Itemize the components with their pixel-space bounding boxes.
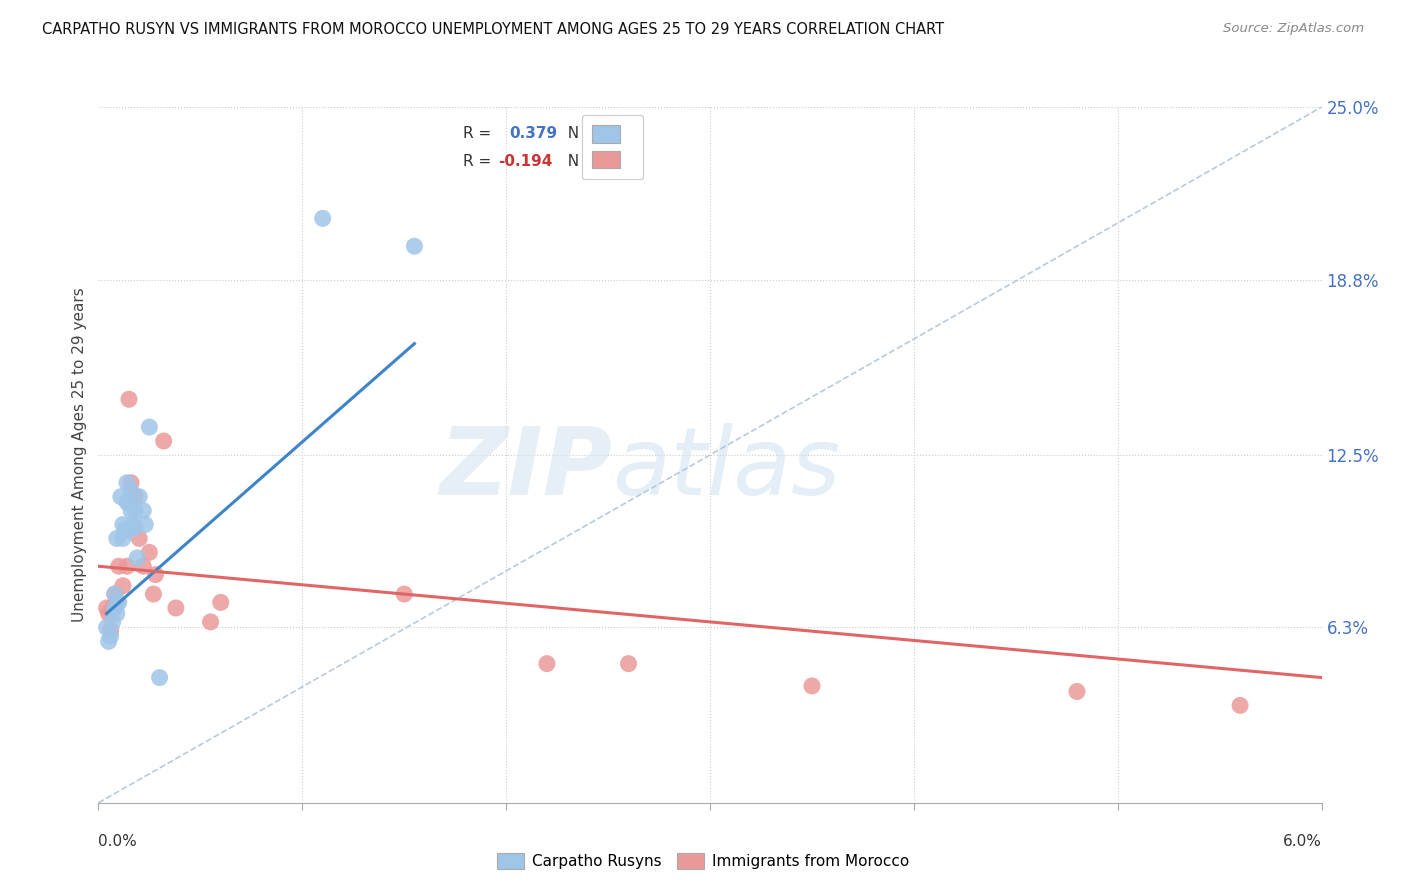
Text: N =: N =: [558, 154, 602, 169]
Text: R =: R =: [463, 154, 496, 169]
Point: [111, 532, 134, 546]
Point: [120, 484, 142, 499]
Point: [110, 490, 132, 504]
Point: [108, 559, 131, 574]
Text: 0.379: 0.379: [509, 127, 558, 141]
Point: [111, 579, 134, 593]
Point: [152, 434, 174, 448]
Text: ZIP: ZIP: [439, 423, 612, 515]
Point: [114, 523, 136, 537]
Point: [97, 634, 120, 648]
Point: [1066, 684, 1088, 698]
Text: 30: 30: [600, 127, 621, 141]
Point: [100, 629, 122, 643]
Legend: Carpatho Rusyns, Immigrants from Morocco: Carpatho Rusyns, Immigrants from Morocco: [491, 847, 915, 875]
Point: [311, 211, 335, 226]
Point: [142, 587, 165, 601]
Point: [104, 587, 127, 601]
Point: [120, 503, 142, 517]
Text: N =: N =: [558, 127, 602, 141]
Text: atlas: atlas: [612, 424, 841, 515]
Point: [392, 587, 416, 601]
Point: [801, 679, 824, 693]
Point: [138, 545, 160, 559]
Point: [105, 595, 128, 609]
Point: [132, 559, 155, 574]
Point: [104, 601, 127, 615]
Point: [115, 559, 138, 574]
Point: [115, 475, 138, 490]
Text: CARPATHO RUSYN VS IMMIGRANTS FROM MOROCCO UNEMPLOYMENT AMONG AGES 25 TO 29 YEARS: CARPATHO RUSYN VS IMMIGRANTS FROM MOROCC…: [42, 22, 945, 37]
Point: [124, 490, 146, 504]
Point: [124, 520, 146, 534]
Point: [96, 601, 118, 615]
Point: [200, 615, 222, 629]
Point: [127, 550, 149, 565]
Point: [115, 495, 138, 509]
Point: [145, 567, 167, 582]
Point: [132, 503, 155, 517]
Legend: , : ,: [582, 115, 643, 179]
Text: -0.194: -0.194: [498, 154, 553, 169]
Point: [105, 532, 128, 546]
Text: 6.0%: 6.0%: [1282, 834, 1322, 849]
Point: [108, 595, 131, 609]
Point: [111, 517, 134, 532]
Point: [100, 624, 122, 638]
Point: [104, 587, 127, 601]
Point: [118, 392, 141, 407]
Point: [96, 620, 118, 634]
Point: [120, 475, 142, 490]
Point: [128, 490, 150, 504]
Point: [105, 607, 128, 621]
Text: 0.0%: 0.0%: [98, 834, 138, 849]
Point: [209, 595, 232, 609]
Point: [122, 517, 145, 532]
Point: [101, 615, 124, 629]
Point: [617, 657, 640, 671]
Point: [97, 607, 120, 621]
Point: [1229, 698, 1251, 713]
Y-axis label: Unemployment Among Ages 25 to 29 years: Unemployment Among Ages 25 to 29 years: [72, 287, 87, 623]
Point: [134, 517, 156, 532]
Point: [124, 503, 146, 517]
Text: R =: R =: [463, 127, 501, 141]
Point: [101, 601, 124, 615]
Point: [128, 532, 150, 546]
Point: [118, 523, 141, 537]
Text: 27: 27: [600, 154, 621, 169]
Point: [118, 495, 141, 509]
Point: [149, 671, 172, 685]
Point: [404, 239, 426, 253]
Text: Source: ZipAtlas.com: Source: ZipAtlas.com: [1223, 22, 1364, 36]
Point: [165, 601, 187, 615]
Point: [138, 420, 160, 434]
Point: [536, 657, 558, 671]
